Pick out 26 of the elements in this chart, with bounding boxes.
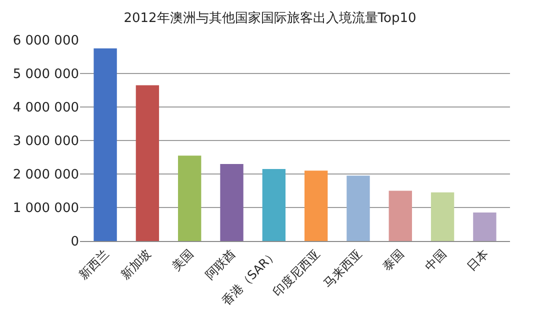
y-tick-label: 3 000 000 [12, 134, 79, 150]
bar [304, 170, 328, 241]
x-tick-label: 中国 [422, 246, 449, 274]
bar [262, 168, 286, 241]
bar [346, 176, 370, 241]
x-tick-label: 泰国 [380, 246, 407, 274]
y-tick-label: 0 [70, 234, 79, 250]
chart-title: 2012年澳洲与其他国家国际旅客出入境流量Top10 [124, 10, 416, 26]
bar [430, 192, 454, 241]
bar [473, 212, 496, 241]
x-tick-label: 美国 [169, 246, 196, 274]
x-tick-label: 阿联酋 [202, 246, 238, 282]
x-tick-label: 日本 [464, 246, 492, 274]
y-tick-label: 1 000 000 [12, 201, 79, 216]
y-tick-label: 6 000 000 [12, 34, 79, 49]
bar [220, 164, 244, 241]
x-tick-label: 新西兰 [76, 246, 112, 282]
bar [136, 85, 160, 241]
x-tick-label: 新加坡 [118, 246, 154, 282]
bar [388, 190, 412, 241]
y-tick-label: 2 000 000 [12, 168, 79, 183]
y-tick-label: 4 000 000 [12, 100, 79, 116]
bar [178, 156, 202, 241]
bar [94, 48, 117, 241]
y-tick-label: 5 000 000 [12, 67, 79, 82]
x-tick-label: 马来西亚 [320, 246, 365, 291]
